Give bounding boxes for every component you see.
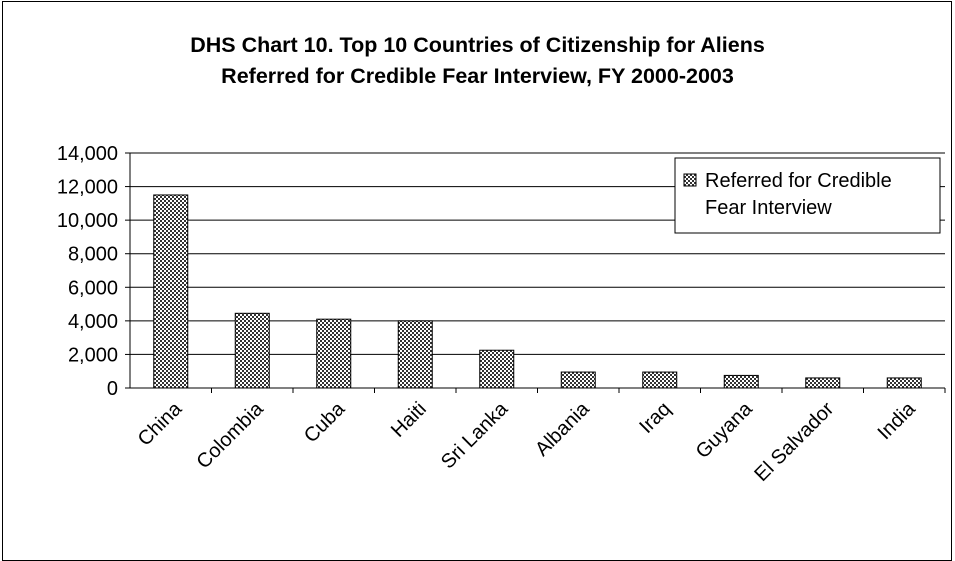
bar [397,320,433,389]
y-tick-label: 10,000 [57,210,118,232]
y-tick-label: 6,000 [68,277,118,299]
x-category-label: El Salvador [750,398,838,486]
bar [479,349,515,389]
x-category-label: Cuba [300,397,350,447]
chart-title-line1: DHS Chart 10. Top 10 Countries of Citize… [190,33,765,57]
x-category-label: Albania [531,397,594,460]
y-tick-label: 0 [107,378,118,400]
y-tick-label: 12,000 [57,177,118,199]
bar [234,312,270,389]
legend: Referred for Credible Fear Interview [674,157,941,234]
y-tick-label: 14,000 [57,143,118,165]
bar [316,318,352,389]
legend-box [674,157,941,234]
legend-label: Fear Interview [705,197,832,219]
y-tick-label: 4,000 [68,311,118,333]
bar [153,194,189,389]
bar [642,371,678,389]
y-tick-label: 2,000 [68,344,118,366]
x-category-label: Guyana [692,397,758,463]
x-category-label: Haiti [387,398,431,442]
bar [723,374,759,389]
x-category-label: India [874,397,921,444]
bar-chart: 02,0004,0006,0008,00010,00012,00014,000 … [57,143,946,486]
x-category-label: Iraq [635,398,675,438]
bars [153,194,922,389]
chart-title: DHS Chart 10. Top 10 Countries of Citize… [0,30,955,92]
y-tick-label: 8,000 [68,244,118,266]
chart-title-line2: Referred for Credible Fear Interview, FY… [221,64,734,88]
bar [886,377,922,389]
x-category-label: China [134,397,187,450]
bar [560,371,596,389]
x-category-label: Colombia [192,397,268,473]
x-category-label: Sri Lanka [437,397,513,473]
bar [805,377,841,389]
legend-swatch [683,173,697,187]
y-tick-labels: 0 2,000 4,000 6,000 8,000 10,000 12,000 14,000 [57,143,118,400]
legend-label: Referred for Credible [705,170,892,192]
x-category-labels: China Colombia Cuba Haiti Sri Lanka Albania Ir… [134,397,921,486]
